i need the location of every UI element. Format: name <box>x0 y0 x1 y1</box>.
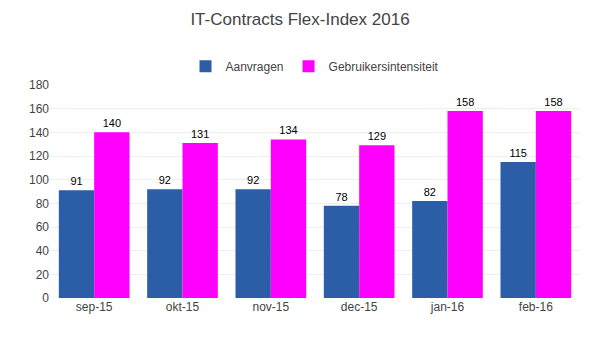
svg-text:140: 140 <box>29 126 49 140</box>
svg-text:78: 78 <box>335 191 347 203</box>
svg-text:20: 20 <box>36 268 50 282</box>
svg-text:160: 160 <box>29 102 49 116</box>
svg-text:82: 82 <box>424 186 436 198</box>
svg-text:nov-15: nov-15 <box>252 300 289 314</box>
svg-text:131: 131 <box>191 128 209 140</box>
svg-text:100: 100 <box>29 173 49 187</box>
svg-text:okt-15: okt-15 <box>166 300 200 314</box>
svg-text:dec-15: dec-15 <box>341 300 378 314</box>
svg-text:158: 158 <box>456 96 474 108</box>
svg-text:180: 180 <box>29 78 49 92</box>
svg-text:Aanvragen: Aanvragen <box>226 60 284 74</box>
svg-text:120: 120 <box>29 149 49 163</box>
svg-text:IT-Contracts Flex-Index 2016: IT-Contracts Flex-Index 2016 <box>190 10 409 29</box>
svg-text:92: 92 <box>159 174 171 186</box>
svg-text:80: 80 <box>36 197 50 211</box>
svg-text:60: 60 <box>36 220 50 234</box>
svg-text:Gebruikersintensiteit: Gebruikersintensiteit <box>329 60 439 74</box>
svg-text:91: 91 <box>70 175 82 187</box>
svg-text:feb-16: feb-16 <box>519 300 553 314</box>
svg-text:129: 129 <box>368 130 386 142</box>
svg-text:158: 158 <box>544 96 562 108</box>
svg-text:140: 140 <box>103 117 121 129</box>
svg-text:0: 0 <box>42 291 49 305</box>
svg-text:134: 134 <box>279 124 297 136</box>
svg-text:40: 40 <box>36 244 50 258</box>
svg-text:115: 115 <box>509 147 527 159</box>
svg-text:jan-16: jan-16 <box>430 300 465 314</box>
svg-text:sep-15: sep-15 <box>76 300 113 314</box>
svg-text:92: 92 <box>247 174 259 186</box>
